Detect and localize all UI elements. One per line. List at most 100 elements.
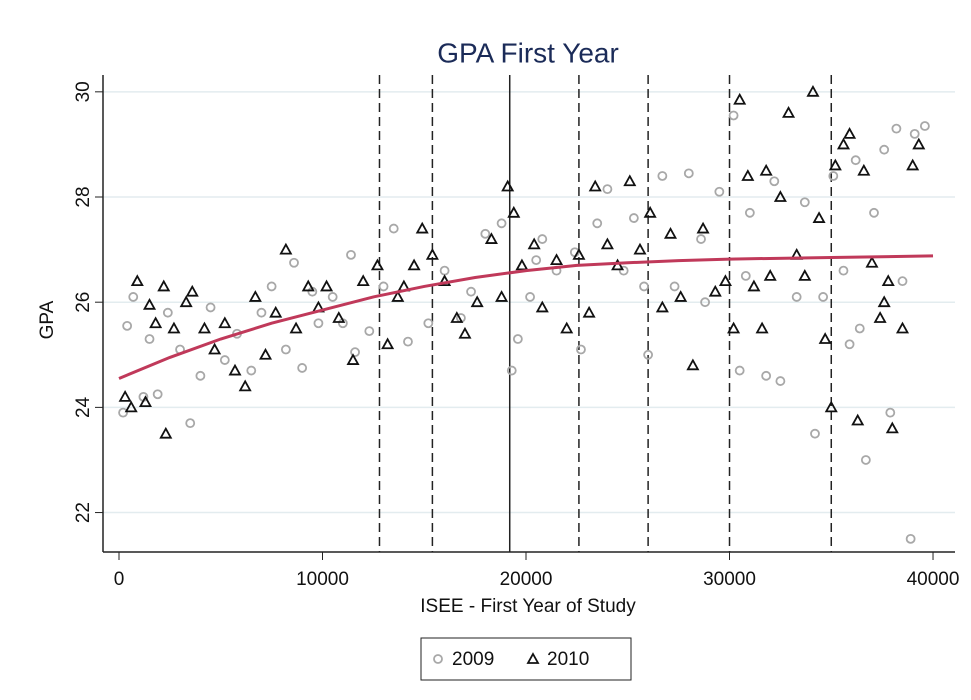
point: [851, 413, 865, 426]
point: [810, 428, 820, 439]
point: [289, 257, 299, 268]
point: [279, 242, 293, 255]
point: [246, 365, 257, 376]
y-tick-label: 24: [73, 396, 94, 418]
point: [258, 347, 273, 360]
point: [425, 248, 439, 260]
point: [734, 365, 745, 376]
point: [881, 274, 895, 287]
point: [798, 269, 812, 281]
x-tick-label: 30000: [703, 569, 756, 590]
point: [686, 358, 700, 371]
point: [256, 307, 267, 318]
point: [643, 349, 654, 360]
point: [912, 137, 926, 150]
point: [415, 221, 429, 234]
point: [572, 248, 586, 260]
legend-marker: [526, 652, 540, 664]
point: [812, 211, 826, 223]
point: [332, 311, 346, 323]
point: [515, 258, 529, 271]
point: [320, 279, 334, 292]
point: [527, 237, 541, 250]
point: [895, 321, 910, 334]
point: [185, 418, 196, 429]
point: [118, 390, 132, 402]
point: [248, 290, 262, 302]
point: [495, 290, 509, 302]
point: [879, 144, 890, 155]
point: [633, 242, 647, 255]
point: [208, 342, 222, 355]
y-tick-label: 30: [73, 81, 94, 102]
y-tick-label: 26: [73, 292, 94, 313]
point: [854, 323, 865, 334]
point: [733, 92, 747, 105]
point: [378, 281, 389, 292]
point: [480, 228, 491, 239]
point: [759, 163, 773, 176]
point: [407, 258, 421, 271]
point: [818, 292, 829, 302]
point: [289, 321, 303, 334]
point: [806, 84, 820, 97]
point: [197, 321, 211, 334]
point: [700, 297, 710, 308]
point: [450, 311, 464, 323]
point: [844, 339, 855, 350]
point: [674, 290, 688, 302]
point: [885, 407, 896, 418]
point: [152, 389, 163, 400]
x-tick-label: 10000: [296, 569, 349, 590]
point: [582, 305, 596, 318]
point: [755, 321, 769, 334]
point: [763, 269, 777, 281]
point: [669, 281, 680, 292]
point: [122, 320, 133, 331]
point: [118, 407, 128, 418]
point: [391, 290, 405, 302]
point: [696, 234, 706, 244]
point: [179, 295, 193, 308]
point: [218, 316, 232, 329]
point: [297, 363, 308, 373]
point: [159, 426, 173, 439]
y-tick-label: 28: [73, 186, 94, 207]
point: [560, 321, 574, 334]
point: [506, 365, 517, 376]
point: [423, 318, 434, 329]
point: [663, 226, 678, 239]
point: [269, 305, 283, 318]
point: [657, 171, 668, 181]
point: [818, 332, 832, 344]
point: [138, 395, 152, 408]
point: [130, 274, 144, 287]
point: [843, 127, 857, 139]
point: [714, 186, 725, 197]
point: [799, 197, 810, 208]
point: [891, 123, 902, 134]
point: [364, 326, 375, 337]
x-tick-label: 40000: [907, 569, 960, 590]
point: [501, 179, 515, 192]
point: [219, 355, 230, 365]
point: [869, 207, 879, 218]
point: [769, 176, 780, 187]
point: [576, 344, 586, 355]
point: [592, 218, 603, 229]
point: [346, 249, 356, 260]
point: [639, 281, 649, 292]
point: [142, 297, 157, 310]
point: [535, 300, 549, 313]
point: [860, 455, 871, 465]
legend-label: 2010: [547, 649, 589, 670]
point: [857, 163, 871, 176]
point: [761, 370, 772, 381]
point: [238, 379, 252, 392]
point: [228, 363, 242, 376]
point: [162, 307, 173, 318]
point: [628, 213, 639, 223]
point: [512, 334, 523, 344]
point: [313, 318, 324, 329]
point: [370, 258, 384, 271]
